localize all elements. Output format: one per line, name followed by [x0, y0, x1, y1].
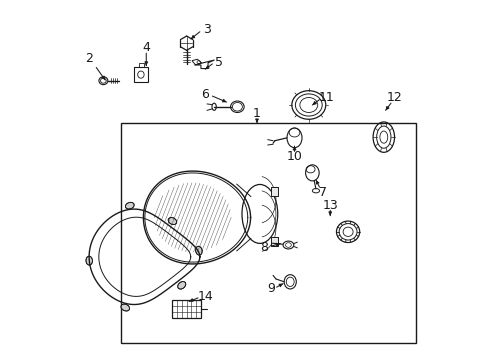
Bar — [270, 237, 278, 246]
Text: 13: 13 — [322, 198, 337, 212]
Text: 1: 1 — [253, 107, 261, 120]
Ellipse shape — [125, 202, 134, 209]
Bar — [172, 300, 201, 318]
Text: 7: 7 — [319, 186, 326, 199]
Text: 11: 11 — [318, 91, 334, 104]
Ellipse shape — [195, 246, 202, 255]
Text: 5: 5 — [215, 55, 223, 69]
Bar — [270, 187, 278, 196]
Text: 9: 9 — [267, 283, 275, 296]
Ellipse shape — [177, 282, 185, 289]
Text: 8: 8 — [260, 241, 267, 255]
Bar — [270, 187, 278, 196]
Text: 6: 6 — [201, 88, 209, 101]
Bar — [121, 123, 415, 342]
Text: 14: 14 — [197, 289, 213, 303]
Text: 12: 12 — [386, 91, 402, 104]
Text: 3: 3 — [203, 23, 210, 36]
Bar — [139, 63, 143, 67]
Bar — [270, 237, 278, 246]
Bar — [134, 67, 148, 82]
Ellipse shape — [168, 217, 176, 225]
Text: 4: 4 — [142, 41, 150, 54]
Text: 2: 2 — [85, 52, 93, 65]
Ellipse shape — [121, 304, 129, 311]
Ellipse shape — [86, 256, 92, 265]
Text: 10: 10 — [286, 150, 302, 163]
